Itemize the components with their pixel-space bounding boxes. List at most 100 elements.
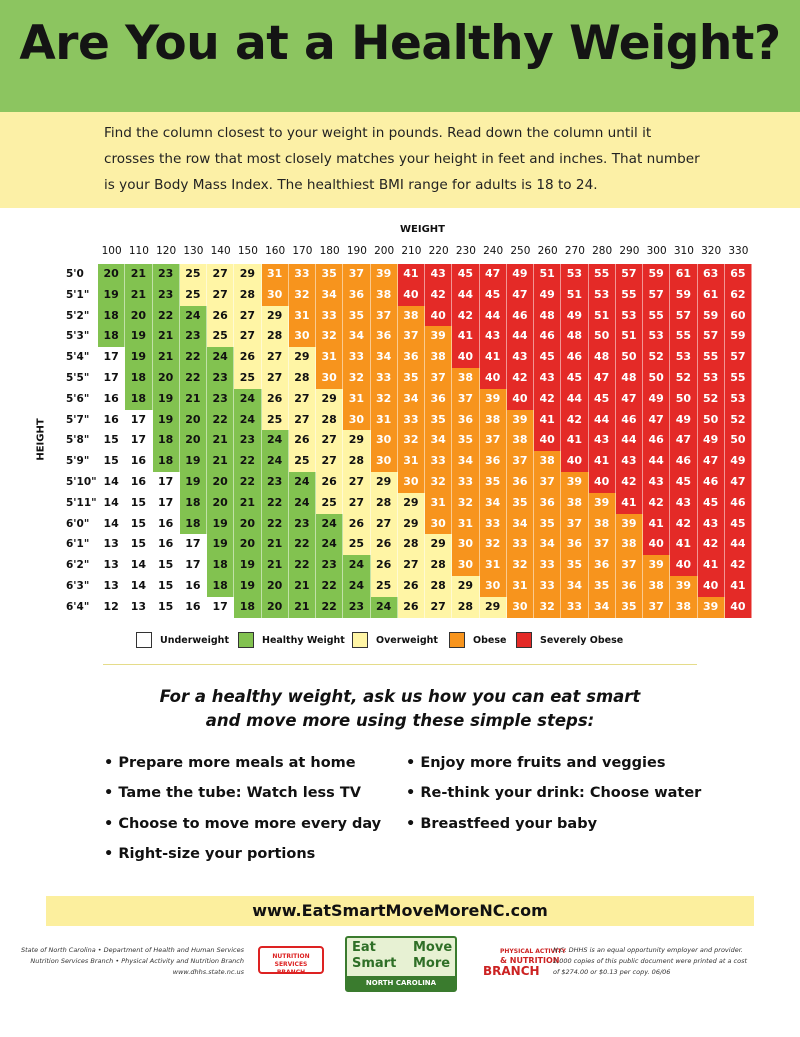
bmi-cell: 43: [534, 368, 562, 389]
step: Re-think your drink: Choose water: [406, 785, 701, 801]
bmi-cell: 50: [697, 409, 725, 431]
bmi-cell: 23: [207, 388, 235, 410]
bmi-cell: 21: [234, 492, 262, 514]
bmi-cell: 21: [152, 347, 180, 368]
weight-header: 280: [592, 245, 613, 257]
bmi-cell: 25: [261, 409, 289, 431]
bmi-cell: 26: [207, 305, 235, 327]
bmi-cell: 22: [152, 305, 180, 327]
weight-header: 330: [728, 245, 749, 257]
bmi-cell: 16: [152, 513, 180, 535]
bmi-cell: 55: [615, 284, 643, 306]
logo-text: More: [413, 956, 451, 971]
bmi-cell: 22: [234, 451, 262, 472]
bmi-cell: 20: [98, 264, 126, 285]
bmi-cell: 42: [615, 472, 643, 493]
bmi-cell: 62: [724, 284, 752, 306]
row-label: 5'2": [66, 309, 90, 322]
bmi-cell: 27: [261, 347, 289, 368]
bmi-cell: 24: [207, 347, 235, 368]
bmi-cell: 20: [261, 576, 289, 597]
bmi-cell: 38: [370, 284, 398, 306]
bmi-cell: 28: [316, 409, 344, 431]
bmi-cell: 40: [724, 596, 752, 618]
bmi-cell: 41: [452, 326, 480, 348]
bmi-cell: 45: [534, 347, 562, 368]
bmi-cell: 26: [234, 347, 262, 368]
bmi-cell: 21: [288, 596, 316, 618]
bmi-cell: 28: [397, 534, 425, 556]
bmi-cell: 19: [179, 451, 207, 472]
bmi-cell: 41: [643, 513, 671, 535]
bmi-cell: 15: [125, 534, 153, 556]
bmi-cell: 45: [561, 368, 589, 389]
bmi-cell: 38: [588, 513, 616, 535]
bmi-cell: 31: [316, 347, 344, 368]
bmi-cell: 27: [370, 513, 398, 535]
legend-label: Overweight: [376, 635, 438, 646]
legend-label: Healthy Weight: [262, 635, 345, 646]
bmi-cell: 19: [207, 534, 235, 556]
bmi-cell: 47: [643, 409, 671, 431]
bmi-cell: 55: [643, 305, 671, 327]
bmi-cell: 63: [697, 264, 725, 285]
weight-header: 310: [673, 245, 694, 257]
bmi-cell: 35: [588, 576, 616, 597]
bmi-cell: 12: [98, 596, 126, 618]
bmi-cell: 16: [179, 596, 207, 618]
bmi-cell: 39: [670, 576, 698, 597]
bmi-cell: 17: [98, 368, 126, 389]
bmi-cell: 27: [261, 368, 289, 389]
bmi-cell: 44: [479, 305, 507, 327]
bmi-cell: 20: [179, 409, 207, 431]
bmi-cell: 40: [425, 305, 453, 327]
bmi-cell: 50: [724, 430, 752, 452]
bmi-cell: 18: [98, 326, 126, 348]
bmi-cell: 42: [506, 368, 534, 389]
bmi-cell: 52: [697, 388, 725, 410]
weight-header: 200: [374, 245, 395, 257]
bmi-cell: 39: [425, 326, 453, 348]
bmi-cell: 39: [588, 492, 616, 514]
bmi-cell: 57: [615, 264, 643, 285]
weight-header: 170: [292, 245, 313, 257]
divider: [103, 664, 697, 665]
bmi-cell: 17: [179, 534, 207, 556]
bmi-cell: 22: [234, 472, 262, 493]
bmi-cell: 39: [370, 264, 398, 285]
bmi-cell: 23: [343, 596, 371, 618]
bmi-cell: 36: [425, 388, 453, 410]
bmi-cell: 17: [179, 555, 207, 576]
bmi-cell: 38: [615, 534, 643, 556]
bmi-cell: 21: [261, 534, 289, 556]
bmi-cell: 23: [261, 472, 289, 493]
bmi-cell: 29: [234, 264, 262, 285]
bmi-cell: 40: [670, 555, 698, 576]
bmi-cell: 24: [316, 534, 344, 556]
bmi-cell: 47: [697, 451, 725, 472]
bmi-cell: 21: [125, 284, 153, 306]
bmi-cell: 23: [152, 284, 180, 306]
bmi-cell: 20: [261, 596, 289, 618]
bmi-cell: 32: [506, 555, 534, 576]
height-label: HEIGHT: [35, 418, 47, 461]
bmi-cell: 20: [152, 368, 180, 389]
bmi-cell: 46: [506, 305, 534, 327]
bmi-cell: 31: [425, 492, 453, 514]
bmi-cell: 44: [506, 326, 534, 348]
bmi-cell: 18: [152, 430, 180, 452]
bmi-cell: 26: [397, 596, 425, 618]
bmi-cell: 27: [343, 472, 371, 493]
bmi-cell: 16: [98, 409, 126, 431]
bmi-cell: 41: [561, 430, 589, 452]
bmi-cell: 40: [588, 472, 616, 493]
bmi-cell: 37: [588, 534, 616, 556]
intro-line: crosses the row that most closely matche…: [104, 151, 700, 167]
bmi-cell: 28: [288, 368, 316, 389]
bmi-cell: 42: [452, 305, 480, 327]
bmi-cell: 25: [179, 264, 207, 285]
logo-panb: & NUTRITION: [500, 956, 560, 965]
bmi-cell: 25: [179, 284, 207, 306]
bmi-cell: 27: [288, 388, 316, 410]
bmi-cell: 53: [724, 388, 752, 410]
